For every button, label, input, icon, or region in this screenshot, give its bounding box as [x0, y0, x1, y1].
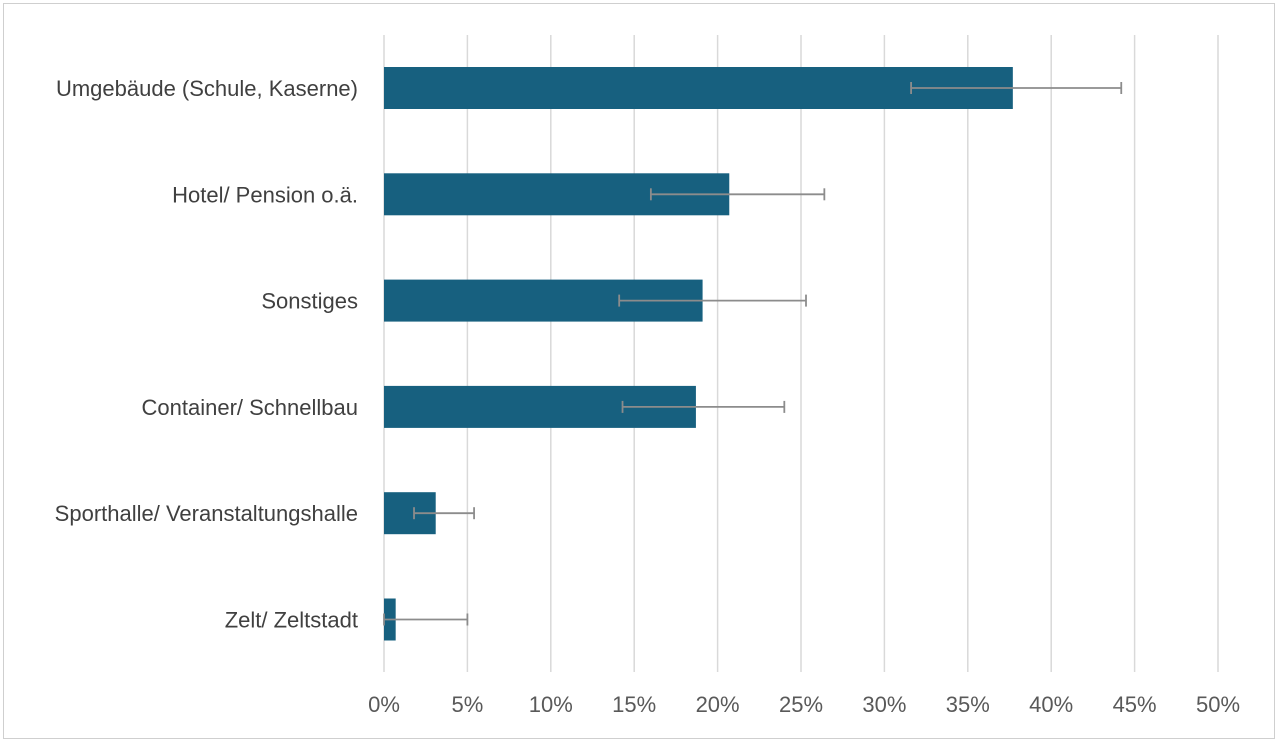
x-tick-label: 40% [1029, 692, 1073, 717]
category-label: Sporthalle/ Veranstaltungshalle [55, 501, 358, 526]
x-tick-label: 50% [1196, 692, 1240, 717]
error-bar [383, 613, 469, 626]
x-tick-label: 45% [1113, 692, 1157, 717]
error-bar [413, 507, 475, 520]
x-tick-label: 35% [946, 692, 990, 717]
x-tick-labels: 0% 5% 10% 15% 20% 25% 30% 35% 40% 45% 50% [368, 692, 1240, 717]
x-tick-label: 5% [452, 692, 484, 717]
category-label: Container/ Schnellbau [142, 395, 358, 420]
x-tick-label: 25% [779, 692, 823, 717]
error-bar [621, 400, 786, 413]
category-label: Umgebäude (Schule, Kaserne) [56, 76, 358, 101]
category-labels: Umgebäude (Schule, Kaserne) Hotel/ Pensio… [55, 76, 358, 633]
x-tick-label: 15% [612, 692, 656, 717]
error-bar [649, 188, 826, 201]
bar [384, 67, 1013, 109]
error-bars [383, 82, 1123, 626]
category-label: Zelt/ Zeltstadt [225, 608, 358, 633]
bars [384, 67, 1013, 641]
x-tick-label: 0% [368, 692, 400, 717]
x-tick-label: 30% [862, 692, 906, 717]
category-label: Sonstiges [261, 289, 358, 314]
x-tick-label: 10% [529, 692, 573, 717]
x-tick-label: 20% [696, 692, 740, 717]
error-bar [910, 82, 1123, 94]
gridlines [383, 35, 1219, 672]
category-label: Hotel/ Pension o.ä. [172, 182, 358, 207]
chart-frame [3, 3, 1275, 739]
error-bar [618, 294, 807, 307]
